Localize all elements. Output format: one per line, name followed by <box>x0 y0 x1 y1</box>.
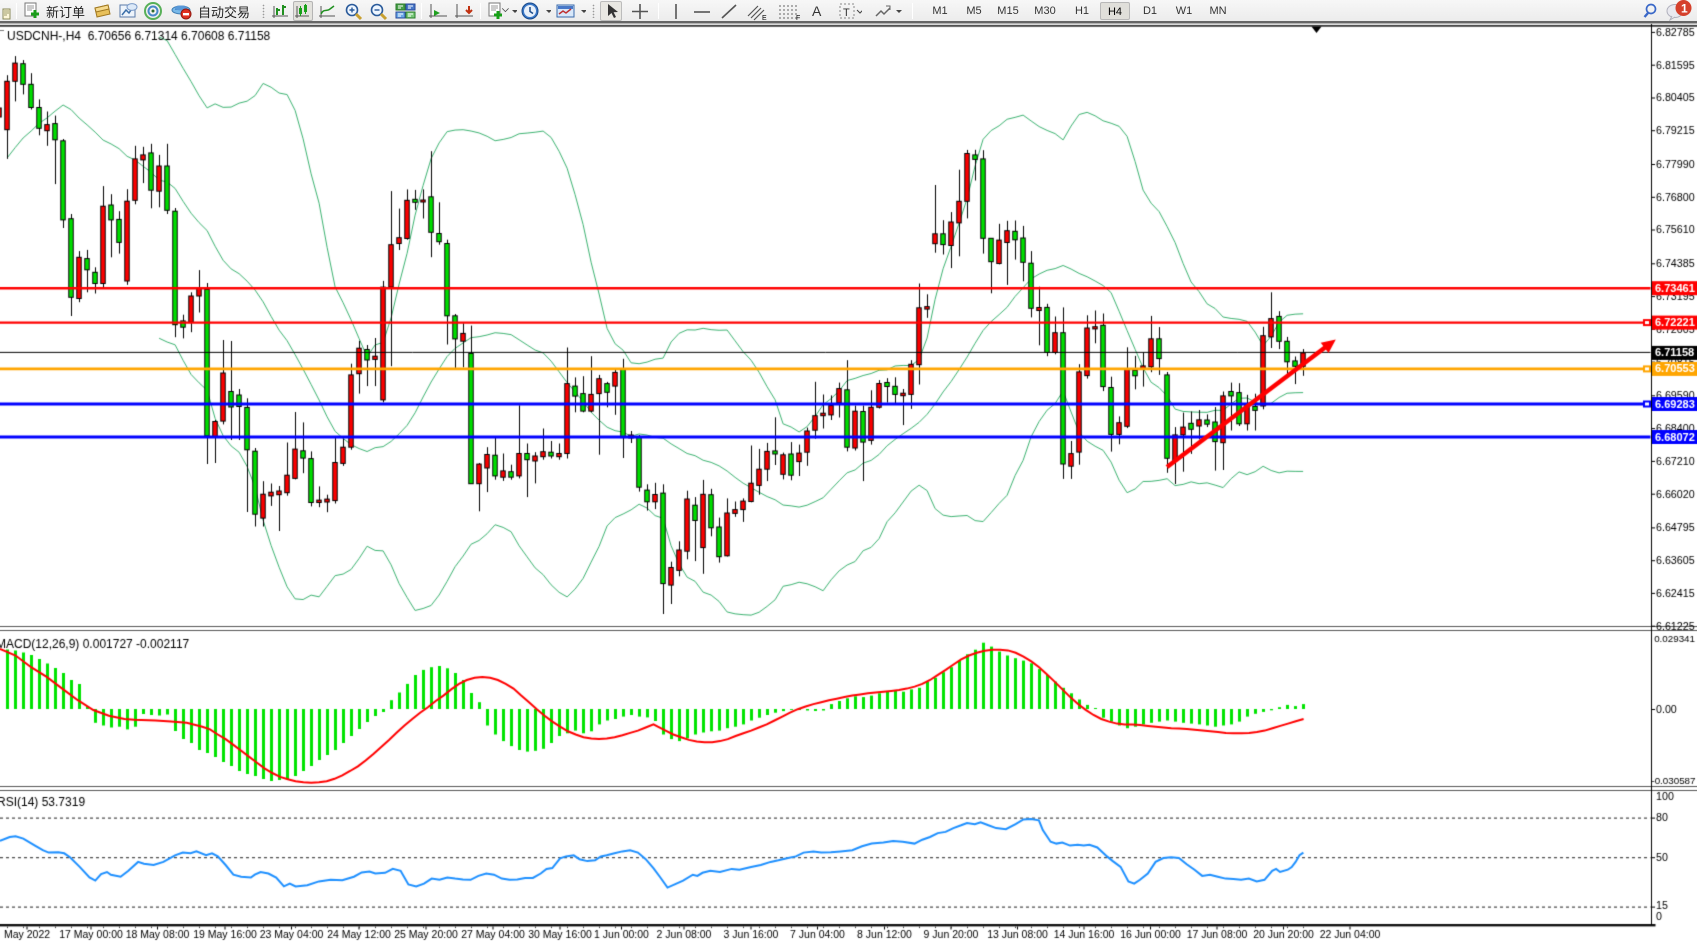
svg-text:T: T <box>843 7 850 19</box>
svg-text:E: E <box>762 15 767 21</box>
svg-text:F: F <box>796 15 800 21</box>
svg-text:1: 1 <box>1681 2 1688 16</box>
